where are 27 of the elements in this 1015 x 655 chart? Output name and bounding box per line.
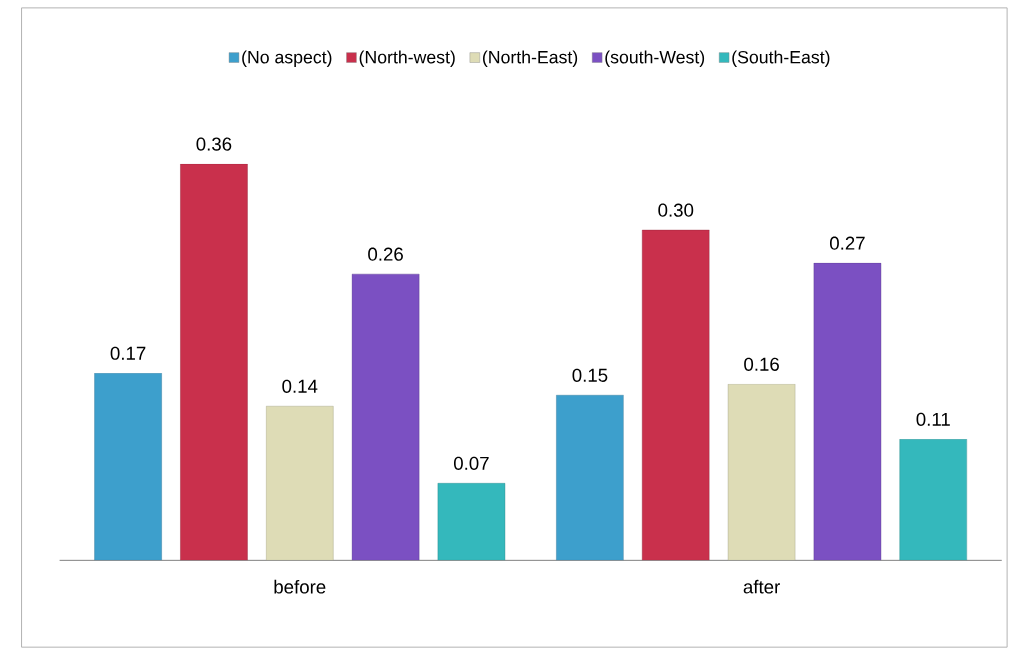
- data-label: 0.17: [110, 346, 146, 360]
- bar: [556, 394, 624, 561]
- legend-label: (North-west): [359, 50, 455, 67]
- data-label: 0.07: [453, 456, 489, 470]
- bar: [437, 483, 506, 561]
- legend-label: (south-West): [605, 50, 705, 67]
- legend-label: (South-East): [732, 50, 830, 67]
- bar: [899, 439, 968, 561]
- x-tick-label: before: [274, 579, 326, 594]
- data-label: 0.16: [744, 357, 779, 371]
- data-label: 0.26: [368, 247, 403, 261]
- data-label: 0.27: [829, 236, 865, 250]
- bar: [351, 273, 420, 561]
- bar: [94, 372, 162, 561]
- data-label: 0.30: [658, 203, 694, 217]
- bar: [813, 262, 882, 561]
- data-label: 0.36: [196, 137, 232, 151]
- bar: [266, 406, 334, 561]
- data-label: 0.11: [916, 412, 950, 426]
- data-label: 0.15: [572, 368, 608, 382]
- legend-label: (North-East): [482, 50, 578, 67]
- bar: [727, 383, 796, 561]
- bar: [642, 229, 710, 561]
- bar: [180, 163, 248, 561]
- data-label: 0.14: [282, 379, 318, 393]
- x-tick-label: after: [743, 579, 780, 594]
- legend-label: (No aspect): [242, 50, 332, 67]
